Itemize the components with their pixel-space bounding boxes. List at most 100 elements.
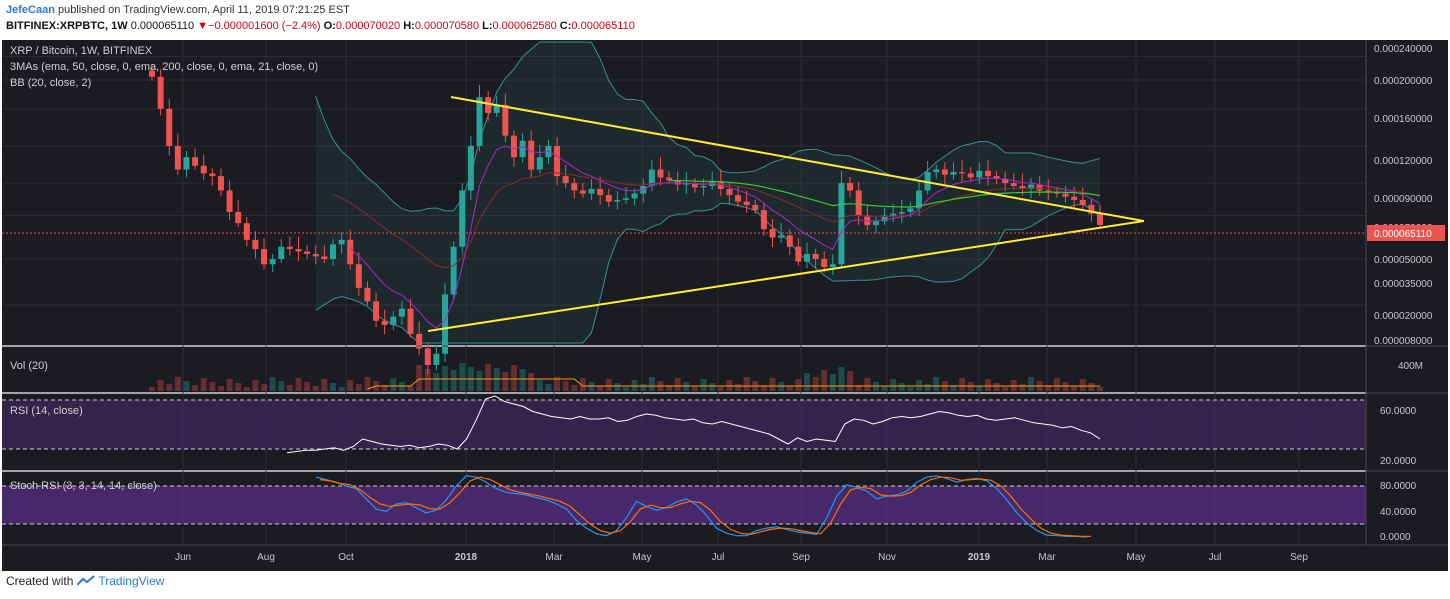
ema21-line xyxy=(332,172,1101,269)
volume-bar xyxy=(304,382,311,391)
candle-body xyxy=(493,104,500,113)
candle-body xyxy=(907,208,914,212)
candle-body xyxy=(252,239,259,250)
candle-body xyxy=(691,183,698,188)
candle-body xyxy=(209,173,216,177)
candle-body xyxy=(1071,196,1078,200)
candle-body xyxy=(683,183,690,185)
candle-body xyxy=(890,213,897,216)
x-tick-label: Jun xyxy=(175,552,191,563)
volume-bar xyxy=(571,385,578,391)
y-tick: 0.000160000 xyxy=(1374,114,1433,125)
volume-bar xyxy=(174,377,181,391)
volume-bar xyxy=(269,377,276,391)
volume-bar xyxy=(226,379,233,391)
candle-body xyxy=(1019,186,1026,189)
upper-trendline[interactable] xyxy=(450,96,1145,222)
volume-bar xyxy=(407,386,414,391)
candle-body xyxy=(821,259,828,267)
volume-bar xyxy=(1079,379,1086,391)
volume-bar xyxy=(149,387,155,391)
candle-body xyxy=(898,211,905,214)
candle-body xyxy=(166,108,173,146)
main-legend-bb: BB (20, close, 2) xyxy=(10,77,91,89)
stoch-tick: 40.0000 xyxy=(1380,507,1417,518)
volume-bar xyxy=(614,383,621,391)
volume-bar xyxy=(803,373,810,391)
candle-body xyxy=(200,165,207,174)
candle-body xyxy=(735,195,742,202)
volume-bar xyxy=(597,386,604,391)
volume-bar xyxy=(648,377,655,391)
candle-body xyxy=(554,145,561,177)
price-axis[interactable] xyxy=(1366,40,1448,545)
rsi-line xyxy=(286,395,1101,454)
y-tick: 0.000120000 xyxy=(1374,156,1433,167)
candle-body xyxy=(648,169,655,187)
x-tick-label: Sep xyxy=(1290,552,1308,563)
volume-bar xyxy=(795,379,802,391)
volume-pane[interactable] xyxy=(2,347,1366,392)
x-tick-label: May xyxy=(633,552,652,563)
candle-body xyxy=(390,316,397,325)
rsi-tick: 60.0000 xyxy=(1380,406,1417,417)
volume-bar xyxy=(1097,387,1103,391)
ema50-line xyxy=(349,145,1101,329)
ema200-line xyxy=(669,179,1101,208)
candle-body xyxy=(502,104,509,136)
rsi-tick: 20.0000 xyxy=(1380,456,1417,467)
stoch-tick: 80.0000 xyxy=(1380,481,1417,492)
volume-bar xyxy=(847,371,854,391)
volume-bar xyxy=(536,380,543,391)
volume-bar xyxy=(838,367,845,391)
candle-body xyxy=(519,140,526,158)
volume-bar xyxy=(691,386,698,391)
vol-legend: Vol (20) xyxy=(10,360,48,372)
time-axis[interactable] xyxy=(2,545,1448,571)
volume-bar xyxy=(528,373,535,391)
tradingview-link[interactable]: TradingView xyxy=(77,574,164,588)
candle-body xyxy=(183,157,190,170)
high-label: H: xyxy=(403,20,415,32)
volume-bar xyxy=(329,383,336,391)
lower-trendline[interactable] xyxy=(427,220,1145,332)
candle-body xyxy=(149,70,155,77)
candle-body xyxy=(760,210,767,230)
x-tick-label: Nov xyxy=(878,552,896,563)
volume-bar xyxy=(338,387,345,391)
x-tick-label: Mar xyxy=(545,552,563,563)
candle-body xyxy=(666,177,673,181)
candle-body xyxy=(286,246,293,250)
volume-bar xyxy=(381,385,388,391)
chart[interactable]: XRP / Bitcoin, 1W, BITFINEX 3MAs (ema, 5… xyxy=(2,40,1448,571)
volume-bar xyxy=(735,384,742,391)
volume-bar xyxy=(674,378,681,391)
bollinger-band-fill xyxy=(315,42,1100,343)
y-tick: 0.000090000 xyxy=(1374,194,1433,205)
volume-bar xyxy=(519,369,526,391)
volume-bar xyxy=(364,377,371,391)
volume-bar xyxy=(347,380,354,391)
vol-tick: 400M xyxy=(1398,361,1423,372)
candle-body xyxy=(700,186,707,188)
candle-body xyxy=(967,173,974,178)
volume-bar xyxy=(295,378,302,391)
candle-body xyxy=(623,198,629,200)
candle-body xyxy=(916,190,923,209)
volume-bar xyxy=(640,384,647,391)
volume-bars xyxy=(149,363,1103,391)
candle-body xyxy=(872,221,879,226)
candle-body xyxy=(579,190,586,194)
candle-body xyxy=(442,294,449,354)
top-bar: JefeCaan published on TradingView.com, A… xyxy=(6,2,1446,34)
volume-bar xyxy=(459,363,466,391)
candle-body xyxy=(1097,213,1103,225)
author-name[interactable]: JefeCaan xyxy=(6,4,55,16)
close-value: 0.000065110 xyxy=(571,20,635,32)
volume-bar xyxy=(1019,384,1026,391)
symbol-name: BITFINEX:XRPBTC, 1W xyxy=(6,20,128,32)
high-value: 0.000070580 xyxy=(414,20,480,32)
volume-ma-line xyxy=(367,378,1100,390)
candle-body xyxy=(838,183,845,265)
candle-body xyxy=(864,215,871,226)
